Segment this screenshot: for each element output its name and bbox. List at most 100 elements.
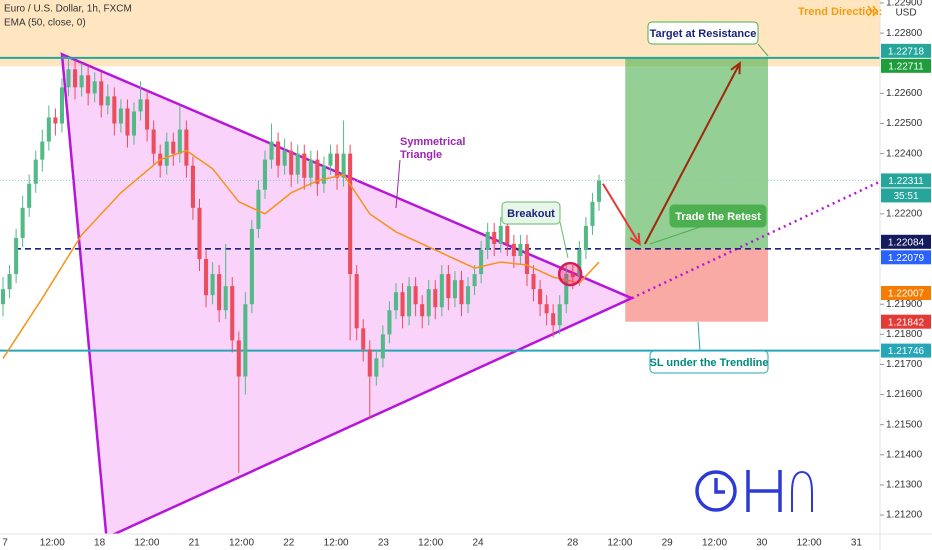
annotation-box	[649, 350, 769, 374]
y-tick-label: 1.22200	[886, 208, 923, 219]
price-badge	[881, 173, 931, 188]
x-tick-label: 12:00	[607, 538, 632, 549]
x-tick-label: 22	[283, 538, 295, 549]
price-badge-label: 1.22711	[888, 61, 924, 72]
price-badge-label: 1.21746	[888, 346, 925, 357]
annotation: Triangle	[400, 149, 442, 161]
trend-icon	[867, 5, 878, 17]
candle-body	[518, 243, 523, 257]
price-badge	[881, 285, 931, 300]
candle-body	[276, 141, 281, 166]
candle-body	[236, 340, 241, 377]
price-badge	[881, 343, 931, 358]
candle-body	[53, 117, 58, 124]
x-tick-label: 12:00	[134, 538, 159, 549]
candle-body	[125, 108, 130, 136]
candle-body	[564, 274, 569, 305]
candle-body	[315, 159, 320, 184]
price-badge-label: 1.22007	[888, 289, 925, 300]
y-tick-label: 1.21700	[886, 359, 923, 370]
candle-body	[249, 228, 254, 305]
countdown: 35:51	[893, 191, 918, 202]
candle-body	[452, 280, 457, 299]
candle-body	[46, 117, 51, 142]
candle-body	[7, 274, 12, 290]
candle-body	[145, 99, 150, 130]
annotation: Breakout	[507, 208, 555, 220]
triangle-extension	[631, 180, 880, 300]
candle-body	[210, 274, 215, 296]
candle-body	[348, 153, 353, 275]
candle-body	[524, 243, 530, 275]
candle-body	[33, 159, 38, 184]
stop-zone	[625, 248, 769, 322]
candle-body	[433, 289, 438, 308]
y-tick-label: 1.21200	[886, 510, 923, 521]
candle-body	[171, 141, 176, 154]
candle-body	[269, 141, 274, 160]
candle-body	[531, 274, 536, 290]
x-tick-label: 18	[94, 538, 106, 549]
candle-body	[92, 81, 97, 94]
candle-body	[308, 159, 313, 178]
candle-body	[590, 201, 595, 226]
annotation: Symmetrical	[400, 136, 465, 148]
price-badge-label: 1.22311	[888, 176, 924, 187]
price-badge	[881, 250, 931, 265]
x-tick-label: 21	[189, 538, 201, 549]
candle-body	[230, 286, 235, 341]
candle-body	[112, 96, 117, 124]
logo	[695, 470, 813, 512]
candle-body	[387, 310, 392, 335]
annotation-pointer	[395, 159, 401, 209]
candle-body	[302, 153, 307, 178]
candle-body	[538, 289, 543, 305]
price-badge-label: 1.22079	[888, 253, 925, 264]
currency-label: USD	[895, 8, 916, 19]
annotation-pointer	[757, 43, 769, 57]
candle-body	[131, 111, 137, 136]
candle-body	[86, 75, 91, 94]
annotation-box	[647, 21, 759, 45]
candle-body	[380, 334, 385, 359]
price-badge	[881, 43, 931, 58]
candle-body	[190, 165, 195, 208]
x-tick-label: 12:00	[418, 538, 443, 549]
x-tick-label: 7	[2, 538, 8, 549]
annotation-pointer	[649, 226, 701, 245]
candle-body	[439, 274, 444, 308]
candle-body	[40, 141, 45, 160]
candle-body	[20, 207, 25, 238]
candle-body	[498, 225, 503, 244]
candle-body	[583, 225, 588, 250]
indicator-label: EMA (50, close, 0)	[4, 18, 86, 29]
candle-body	[400, 292, 405, 317]
candle-body	[492, 231, 497, 244]
price-badge	[881, 314, 931, 329]
candle-body	[223, 286, 228, 311]
x-tick-label: 24	[472, 538, 484, 549]
candle-body	[485, 231, 490, 250]
candle-body	[66, 69, 71, 88]
candle-body	[197, 207, 202, 260]
price-badge	[881, 58, 931, 73]
x-tick-label: 12:00	[797, 538, 822, 549]
candle-body	[420, 304, 425, 317]
candle-body	[73, 69, 78, 88]
candle-body	[374, 358, 379, 377]
candle-body	[262, 159, 268, 190]
candle-body	[577, 250, 582, 278]
annotation-pointer	[559, 221, 569, 259]
candle-body	[321, 165, 326, 184]
candle-body	[367, 349, 372, 377]
candle-body	[505, 225, 510, 244]
y-tick-label: 1.21300	[886, 480, 923, 491]
annotation: SL under the Trendline	[650, 357, 769, 369]
candle-body	[544, 304, 549, 314]
candle-body	[217, 274, 222, 311]
arrow	[643, 61, 741, 245]
countdown-badge	[881, 188, 931, 203]
candle-body	[354, 274, 359, 329]
annotation: Target at Resistance	[650, 28, 757, 40]
